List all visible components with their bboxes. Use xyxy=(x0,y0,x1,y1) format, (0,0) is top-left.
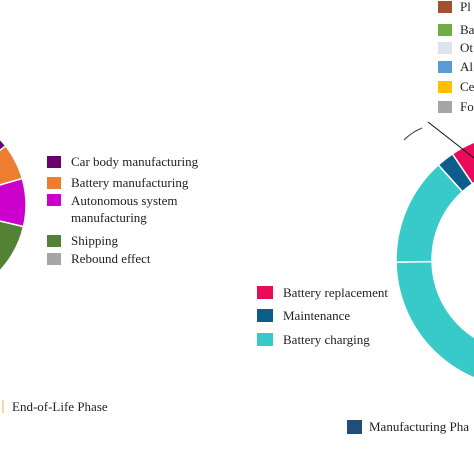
left-legend-swatch-car-body xyxy=(47,156,61,168)
left-legend-swatch-autonomous-system xyxy=(47,194,61,206)
left-legend-swatch-rebound xyxy=(47,253,61,265)
left-donut-slice-3 xyxy=(0,177,27,228)
left-legend-label-car-body: Car body manufacturing xyxy=(71,154,199,169)
top-right-legend-swatch-2 xyxy=(438,24,452,36)
top-right-legend-swatch-4 xyxy=(438,61,452,73)
end-of-life-phase-text: End-of-Life Phase xyxy=(12,399,108,414)
left-donut-chart xyxy=(0,138,27,272)
manufacturing-phase-text: Manufacturing Pha xyxy=(369,419,470,434)
top-right-legend-swatch-6 xyxy=(438,101,452,113)
left-donut-slice-4 xyxy=(0,220,25,272)
right-legend-label-battery-replacement: Battery replacement xyxy=(283,285,389,300)
top-right-legend-label-3: Ot xyxy=(460,40,473,55)
top-right-legend-label-1: Pl xyxy=(460,0,471,14)
chart-decorations xyxy=(403,121,474,159)
right-donut-slice-battery-replacement xyxy=(451,141,474,185)
left-legend-label-rebound: Rebound effect xyxy=(71,251,151,266)
left-legend-swatch-shipping xyxy=(47,235,61,247)
manufacturing-phase-swatch xyxy=(347,420,362,434)
top-right-legend-label-2: Ba xyxy=(460,22,474,37)
top-right-legend-label-6: Fo xyxy=(460,99,474,114)
top-right-legend-label-4: Al xyxy=(460,59,473,74)
end-of-life-phase-marker xyxy=(2,400,4,413)
right-legend-swatch-battery-charging xyxy=(257,333,273,346)
right-legend-label-battery-charging: Battery charging xyxy=(283,332,370,347)
left-legend-swatch-battery-manufacturing xyxy=(47,177,61,189)
right-donut-chart xyxy=(395,141,474,379)
right-donut-slice-battery-charging-b xyxy=(395,260,474,379)
left-legend-label-autonomous-system: Autonomous system manufacturing xyxy=(71,193,178,225)
left-legend-label-battery-manufacturing: Battery manufacturing xyxy=(71,175,189,190)
right-legend-swatch-battery-replacement xyxy=(257,286,273,299)
right-legend-swatch-maintenance xyxy=(257,309,273,322)
right-legend-label-maintenance: Maintenance xyxy=(283,308,351,323)
top-right-legend-label-5: Ce xyxy=(460,79,474,94)
top-right-legend-swatch-1 xyxy=(438,1,452,13)
top-right-legend-swatch-5 xyxy=(438,81,452,93)
leader-line xyxy=(427,121,474,159)
top-right-legend-swatch-3 xyxy=(438,42,452,54)
left-legend-label-shipping: Shipping xyxy=(71,233,118,248)
outer-ring-outline xyxy=(403,127,423,141)
